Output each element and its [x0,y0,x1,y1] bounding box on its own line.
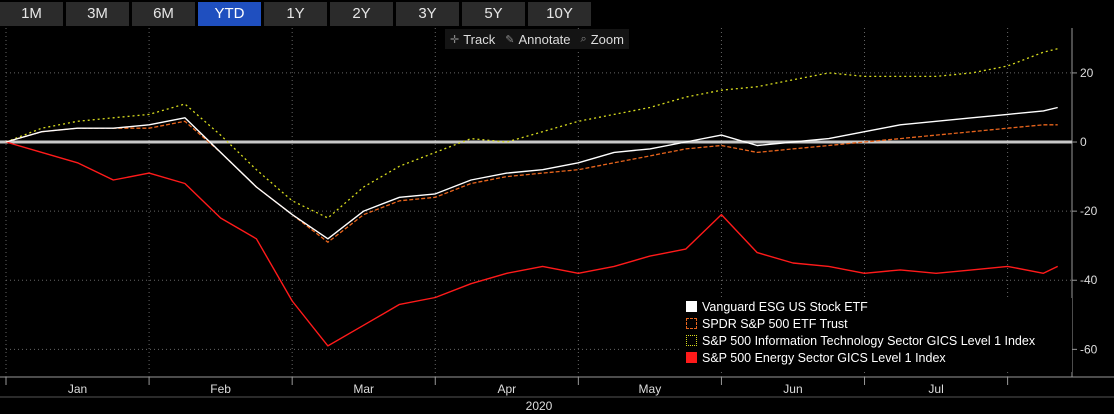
annotate-label: Annotate [518,31,571,47]
x-tick-label: May [639,382,662,396]
legend-swatch-it [686,335,697,346]
legend-swatch-spdr [686,318,697,329]
legend-item-energy: S&P 500 Energy Sector GICS Level 1 Index [680,349,1072,366]
series-line-it [5,48,1058,219]
y-tick-label: -20 [1080,204,1098,218]
x-tick-label: Feb [210,382,231,396]
crosshair-icon: ✛ [450,33,460,46]
x-tick-label: Mar [353,382,374,396]
x-tick-label: Jul [928,382,943,396]
annotate-button[interactable]: ✎ Annotate [500,29,575,49]
legend-label: Vanguard ESG US Stock ETF [702,299,868,314]
x-tick-label: Apr [497,382,516,396]
range-button-1y[interactable]: 1Y [264,2,327,26]
legend-swatch-energy [686,352,697,363]
series-line-esg [5,106,1058,240]
y-tick-label: 0 [1080,135,1087,149]
legend-label: SPDR S&P 500 ETF Trust [702,316,848,331]
y-tick-label: 20 [1080,66,1094,80]
series-line-spdr [5,120,1058,243]
track-button[interactable]: ✛ Track [445,29,500,49]
chart-legend: Vanguard ESG US Stock ETF SPDR S&P 500 E… [680,298,1072,372]
range-button-10y[interactable]: 10Y [528,2,591,26]
y-tick-label: -40 [1080,273,1098,287]
range-button-ytd[interactable]: YTD [198,2,261,26]
range-selector: 1M 3M 6M YTD 1Y 2Y 3Y 5Y 10Y [0,2,594,26]
zoom-button[interactable]: ⌕ Zoom [576,29,629,49]
x-axis-title: 2020 [526,399,553,413]
range-button-5y[interactable]: 5Y [462,2,525,26]
legend-item-esg: Vanguard ESG US Stock ETF [680,298,1072,315]
range-button-2y[interactable]: 2Y [330,2,393,26]
pencil-icon: ✎ [505,33,515,46]
zoom-label: Zoom [590,31,624,47]
legend-label: S&P 500 Energy Sector GICS Level 1 Index [702,350,946,365]
legend-item-spdr: SPDR S&P 500 ETF Trust [680,315,1072,332]
legend-swatch-esg [686,301,697,312]
magnifier-icon: ⌕ [580,32,587,45]
series-line-energy [5,141,1059,347]
chart-toolbar: ✛ Track ✎ Annotate ⌕ Zoom [445,29,629,49]
range-button-3m[interactable]: 3M [66,2,129,26]
legend-item-it: S&P 500 Information Technology Sector GI… [680,332,1072,349]
range-button-1m[interactable]: 1M [0,2,63,26]
y-tick-label: -60 [1080,342,1098,356]
range-button-6m[interactable]: 6M [132,2,195,26]
range-button-3y[interactable]: 3Y [396,2,459,26]
x-tick-label: Jun [783,382,802,396]
track-label: Track [463,31,496,47]
x-tick-label: Jan [68,382,87,396]
legend-label: S&P 500 Information Technology Sector GI… [702,333,1036,348]
